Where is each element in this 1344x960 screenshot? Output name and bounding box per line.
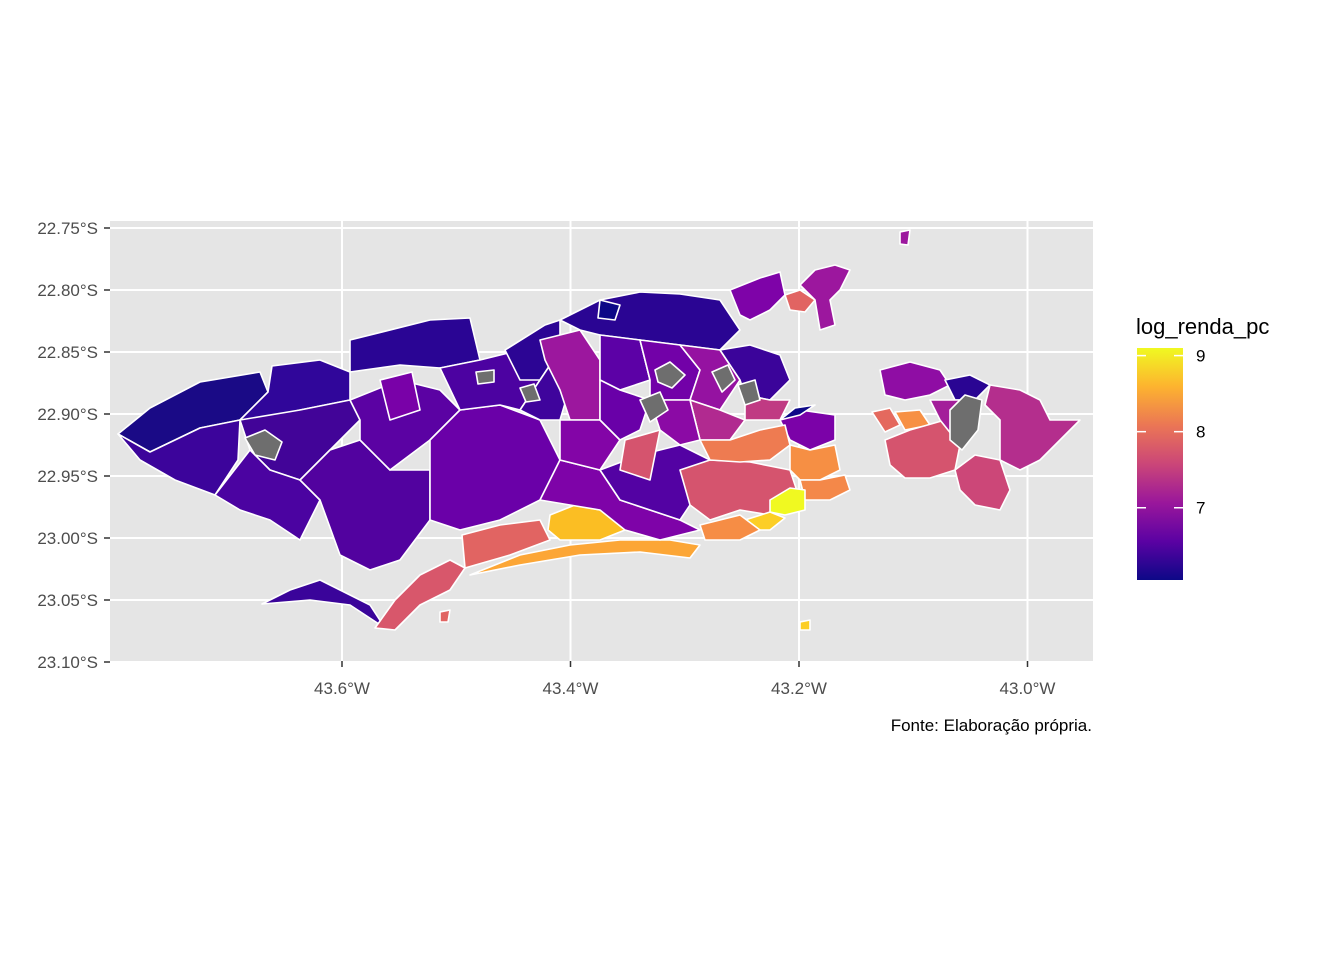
legend-label-0: 9: [1196, 347, 1205, 366]
region-na-2: [654, 361, 686, 389]
island-3: [439, 609, 451, 623]
region-north-12: [779, 404, 816, 421]
region-ilha-1: [729, 271, 786, 321]
legend-ticks: 9 8 7: [1137, 347, 1205, 518]
region-south-2: [789, 444, 841, 481]
region-west-2: [117, 419, 241, 496]
neighborhood-regions: [117, 229, 1081, 631]
region-guaratiba: [261, 579, 386, 629]
legend-colorbar: [1137, 348, 1183, 580]
y-tick-label-4: 22.95°S: [37, 467, 98, 486]
region-na-1: [244, 429, 283, 461]
region-niteroi-7: [954, 454, 1011, 511]
region-north-9: [719, 344, 791, 401]
region-na-4: [711, 364, 736, 393]
region-ilha-3: [799, 264, 851, 331]
region-north-6: [599, 379, 651, 441]
region-niteroi-1: [879, 361, 951, 401]
y-tick-label-7: 23.10°S: [37, 653, 98, 672]
region-north-3: [599, 334, 651, 391]
region-na-5: [737, 379, 761, 406]
island-1: [899, 229, 911, 246]
x-tick-label-2: 43.2°W: [771, 679, 827, 698]
y-tick-label-6: 23.05°S: [37, 591, 98, 610]
region-north-2: [597, 299, 621, 321]
region-na-7: [475, 369, 495, 385]
region-gavea: [699, 514, 761, 541]
region-na-6: [949, 394, 983, 451]
y-tick-label-5: 23.00°S: [37, 529, 98, 548]
x-tick-label-1: 43.4°W: [543, 679, 599, 698]
y-tick-label-2: 22.85°S: [37, 343, 98, 362]
region-barra: [469, 539, 701, 576]
y-tick-label-1: 22.80°S: [37, 281, 98, 300]
x-tick-label-0: 43.6°W: [314, 679, 370, 698]
caption: Fonte: Elaboração própria.: [891, 716, 1092, 735]
region-ilha-2: [784, 289, 816, 313]
legend-title: log_renda_pc: [1136, 314, 1269, 339]
region-center-4: [619, 429, 661, 481]
region-na-8: [519, 383, 541, 403]
x-axis: 43.6°W 43.4°W 43.2°W 43.0°W: [314, 661, 1055, 698]
region-center-3: [559, 419, 621, 471]
y-axis: 22.75°S 22.80°S 22.85°S 22.90°S 22.95°S 23.00…: [37, 219, 110, 672]
y-tick-label-0: 22.75°S: [37, 219, 98, 238]
region-west-9: [379, 371, 421, 421]
region-niteroi-4: [871, 407, 901, 433]
legend-label-2: 7: [1196, 499, 1205, 518]
y-tick-label-3: 22.90°S: [37, 405, 98, 424]
region-vargem: [461, 519, 551, 569]
region-niteroi-3: [984, 384, 1081, 471]
island-2: [799, 619, 811, 631]
region-niteroi-2: [944, 374, 991, 401]
legend-label-1: 8: [1196, 423, 1205, 442]
x-tick-label-3: 43.0°W: [1000, 679, 1056, 698]
legend: log_renda_pc 9 8 7: [1136, 314, 1269, 580]
region-na-3: [639, 391, 669, 423]
